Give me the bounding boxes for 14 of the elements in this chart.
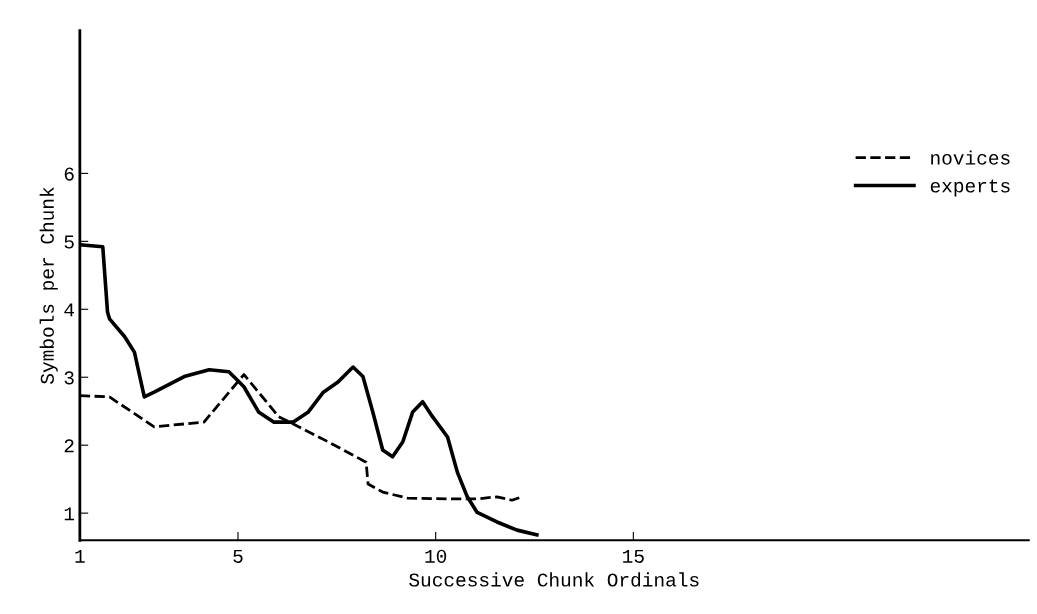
y-tick-label: 5 [64,235,74,249]
y-axis-title: Symbols per Chunk [39,187,58,384]
y-tick-label: 2 [64,439,74,453]
x-tick-label: 10 [425,549,447,563]
x-tick-label: 1 [75,549,85,563]
x-axis-title: Successive Chunk Ordinals [409,572,699,587]
x-tick-label: 5 [233,549,243,563]
legend-label: novices [931,150,1010,165]
y-tick-label: 4 [64,303,74,317]
y-tick-label: 1 [64,507,75,521]
y-tick-label: 6 [64,167,74,181]
x-tick-label: 15 [623,549,644,563]
legend-label: experts [930,179,1010,197]
y-tick-label: 3 [64,371,74,385]
